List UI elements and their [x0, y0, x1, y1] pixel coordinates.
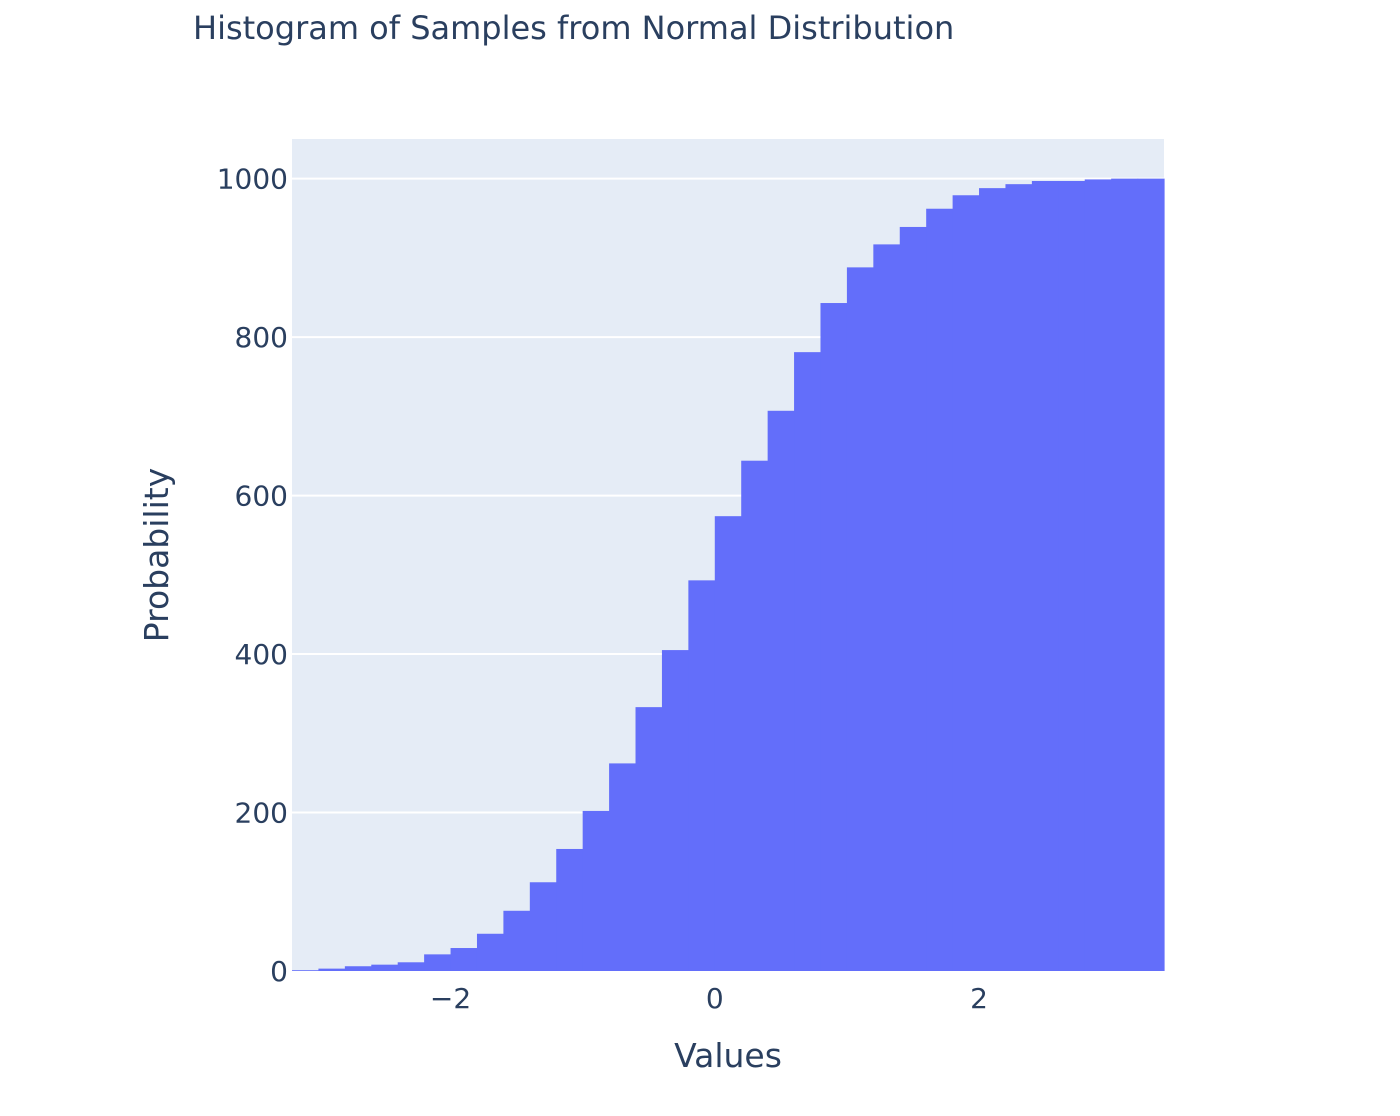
histogram-bar[interactable] [741, 460, 769, 971]
histogram-bar[interactable] [556, 848, 584, 971]
histogram-bar[interactable] [529, 882, 557, 971]
histogram-bar[interactable] [794, 352, 822, 971]
histogram-bar[interactable] [714, 516, 742, 971]
histogram-bar[interactable] [292, 970, 320, 971]
y-tick-label: 200 [235, 797, 288, 830]
histogram-bar[interactable] [820, 303, 848, 972]
histogram-bar[interactable] [846, 267, 874, 971]
x-axis-title: Values [674, 1036, 782, 1075]
histogram-bar[interactable] [1005, 184, 1033, 971]
histogram-bar[interactable] [318, 968, 346, 971]
x-tick-label: 0 [706, 982, 724, 1015]
histogram-bar[interactable] [450, 948, 478, 971]
x-tick-label: 2 [970, 982, 988, 1015]
histogram-bar[interactable] [979, 188, 1007, 971]
x-tick-label: −2 [430, 982, 471, 1015]
histogram-bar[interactable] [661, 650, 689, 971]
histogram-bar[interactable] [767, 410, 795, 972]
histogram-bar[interactable] [899, 226, 927, 971]
histogram-bar[interactable] [609, 763, 637, 971]
histogram-bar[interactable] [1137, 178, 1165, 972]
histogram-bar[interactable] [635, 707, 663, 971]
y-tick-label: 1000 [217, 163, 288, 196]
y-tick-label: 800 [235, 321, 288, 354]
histogram-bar[interactable] [344, 966, 372, 971]
y-tick-label: 400 [235, 638, 288, 671]
y-tick-label: 0 [270, 955, 288, 988]
histogram-bar[interactable] [952, 195, 980, 972]
x-axis-ticks: −2 0 2 [430, 982, 988, 1015]
histogram-bar[interactable] [1084, 179, 1112, 971]
y-axis-title: Probability [137, 468, 176, 642]
histogram-bar[interactable] [926, 208, 954, 972]
histogram-bar[interactable] [873, 244, 901, 972]
y-axis-ticks: 0 200 400 600 800 1000 [217, 163, 288, 988]
histogram-bar[interactable] [1058, 180, 1086, 971]
histogram-bar[interactable] [476, 933, 504, 971]
histogram-bars [292, 178, 1165, 972]
histogram-bar[interactable] [582, 810, 610, 971]
y-tick-label: 600 [235, 480, 288, 513]
histogram-bar[interactable] [1111, 178, 1139, 972]
histogram-bar[interactable] [397, 962, 425, 971]
histogram-bar[interactable] [1031, 180, 1059, 971]
histogram-bar[interactable] [688, 580, 716, 971]
histogram-bar[interactable] [503, 910, 531, 971]
chart-title: Histogram of Samples from Normal Distrib… [193, 9, 954, 47]
histogram-bar[interactable] [424, 954, 452, 971]
histogram-bar[interactable] [371, 964, 399, 971]
